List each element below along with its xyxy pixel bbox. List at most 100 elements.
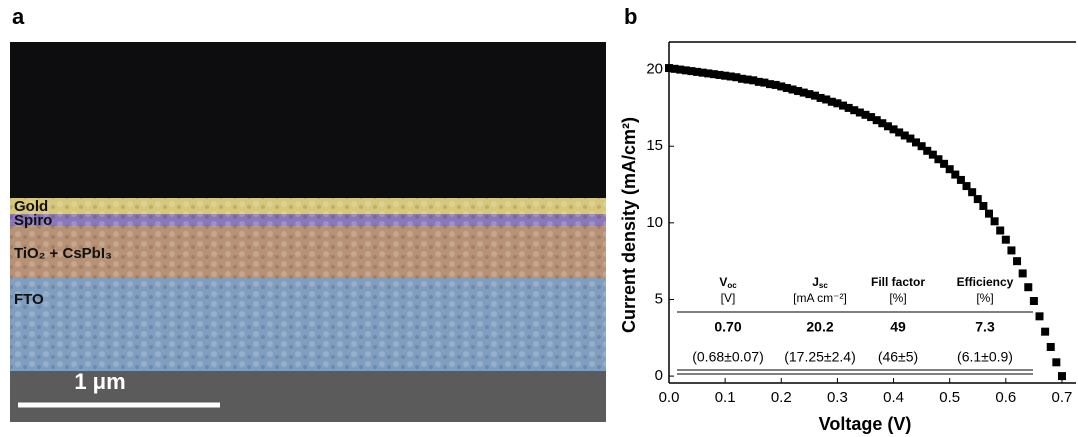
x-tick-label: 0.2 [771,389,792,406]
table-cell: (46±5) [878,349,918,365]
panel-label: b [624,4,637,29]
header-symbol: Fill factor [871,275,925,289]
data-point [805,90,814,99]
data-point [827,97,836,106]
data-point [726,72,735,81]
table-header: Voc [719,275,737,290]
table-cell: 20.2 [806,319,833,335]
header-symbol: V [719,275,727,289]
data-point [861,110,870,119]
data-point [704,69,713,78]
data-point [923,146,932,155]
layer-label: Gold [14,198,48,215]
data-point [996,226,1005,235]
data-point [749,76,758,85]
data-point [1041,327,1050,336]
data-point [940,159,949,168]
x-tick-label: 0.1 [715,389,736,406]
data-point [799,88,808,97]
x-axis-label: Voltage (V) [819,414,912,434]
data-point [1057,372,1066,381]
data-point [766,80,775,89]
data-point [951,170,960,179]
data-point [782,83,791,92]
data-point [1013,257,1022,266]
panel-label: a [12,4,25,29]
data-point [900,131,909,140]
data-point [968,188,977,197]
data-point [855,108,864,117]
data-point [934,155,943,164]
data-point [687,67,696,76]
y-tick-label: 0 [655,367,663,384]
data-point [917,142,926,151]
data-point [681,66,690,75]
table-cell: (0.68±0.07) [692,349,764,365]
data-point [670,64,679,73]
data-point [990,217,999,226]
data-point [1018,269,1027,278]
data-point [816,93,825,102]
x-tick-label: 0.3 [827,389,848,406]
data-point [754,77,763,86]
data-point [794,87,803,96]
table-unit: [V] [721,291,736,305]
data-point [777,82,786,91]
data-point [928,150,937,159]
data-point [895,128,904,137]
data-point [1035,312,1044,321]
data-point [984,209,993,218]
data-point [743,75,752,84]
plot: b Voltage (V) Current density (mA/cm²) [619,4,912,434]
data-point [1046,342,1055,351]
data-point [732,73,741,82]
x-tick-label: 0.0 [659,389,680,406]
data-point [698,68,707,77]
data-point [810,91,819,100]
y-tick-label: 20 [646,61,663,78]
x-tick-label: 0.5 [939,389,960,406]
data-point [867,113,876,122]
data-point [760,78,769,87]
data-point [1024,283,1033,292]
data-point [1007,246,1016,255]
data-point [721,71,730,80]
data-point [878,119,887,128]
x-tick-label: 0.7 [1052,389,1073,406]
header-subscript: sc [819,281,828,290]
data-point [709,70,718,79]
data-point [850,106,859,115]
table-cell: 7.3 [975,319,995,335]
data-point [833,99,842,108]
table-cell: 49 [890,319,906,335]
data-point [883,122,892,131]
table-header: Jsc [812,275,828,290]
data-point [1001,235,1010,244]
y-tick-label: 5 [655,290,663,307]
data-point [715,70,724,79]
scale-bar-label: 1 μm [74,369,125,394]
data-point [979,201,988,210]
layer-label: TiO₂ + CsPbI₃ [14,245,112,262]
data-point [906,134,915,143]
data-point [676,65,685,74]
data-point [839,101,848,110]
data-point [1029,297,1038,306]
data-point [665,64,673,73]
layer-label: FTO [14,291,44,308]
y-tick-label: 10 [646,214,663,231]
data-point [872,116,881,125]
table-unit: [%] [889,291,906,305]
data-point [889,125,898,134]
data-point [844,103,853,112]
header-symbol: J [812,275,819,289]
layer-label: Spiro [14,212,52,229]
table-header: Fill factor [871,275,925,289]
data-point [945,165,954,174]
table-unit: [%] [976,291,993,305]
data-point [737,74,746,83]
table-cell: 0.70 [714,319,741,335]
data-point [822,95,831,104]
y-axis-label: Current density (mA/cm²) [619,117,639,333]
